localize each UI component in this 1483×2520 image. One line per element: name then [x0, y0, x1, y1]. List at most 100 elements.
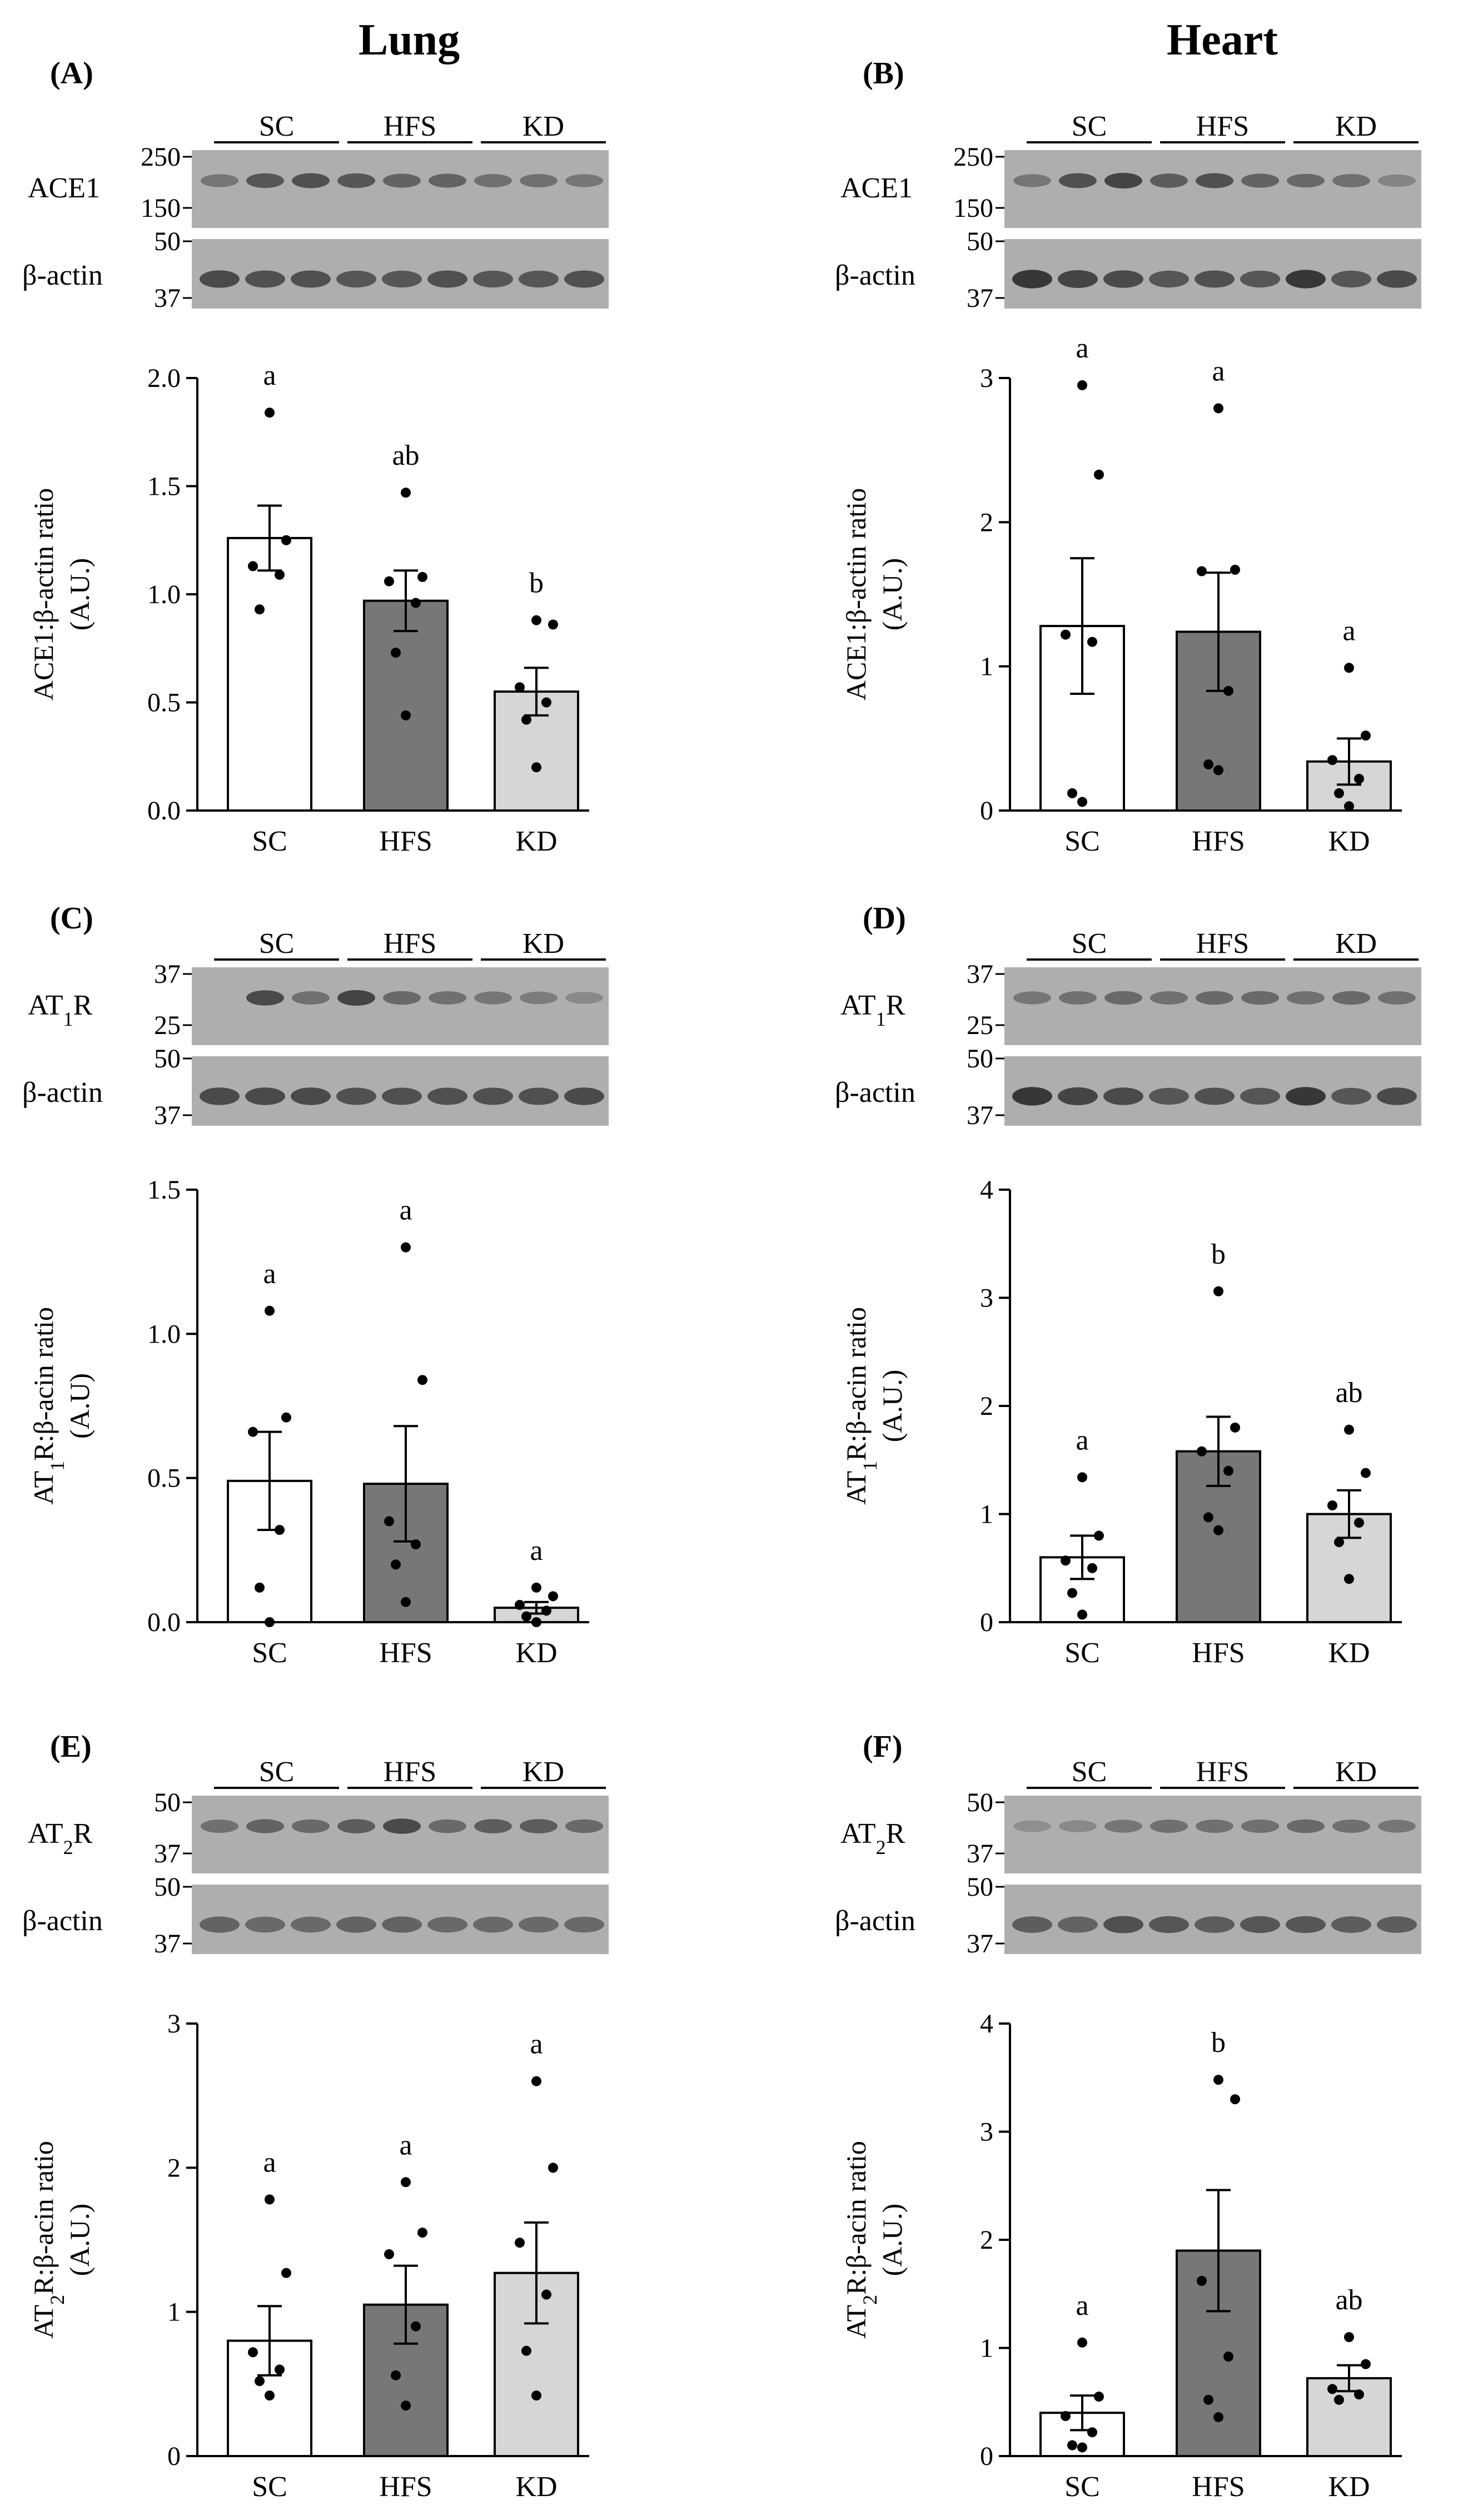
x-tick-label: HFS: [379, 2471, 432, 2503]
y-tick-label: 1: [167, 2298, 181, 2327]
significance-letter: ab: [1335, 2284, 1362, 2316]
protein-label: ACE1: [840, 172, 913, 204]
data-point: [1077, 797, 1087, 807]
actin-band: [291, 270, 331, 288]
data-point: [265, 1617, 275, 1627]
data-point: [1213, 1286, 1223, 1296]
target-band: [383, 173, 421, 188]
actin-band: [564, 1916, 604, 1933]
loading-control-label: β-actin: [22, 260, 103, 291]
y-tick-label: 2: [980, 1391, 993, 1421]
data-point: [515, 2238, 525, 2248]
x-tick-label: SC: [1064, 1637, 1100, 1669]
y-tick-label: 0.5: [147, 1464, 181, 1493]
data-point: [1230, 2094, 1240, 2105]
y-axis-unit: (A.U.): [877, 2204, 908, 2277]
target-band: [474, 174, 512, 187]
target-band: [1104, 991, 1142, 1005]
data-point: [265, 1305, 275, 1316]
target-blot: [1004, 967, 1421, 1045]
target-band: [1287, 173, 1325, 188]
y-tick-label: 0: [980, 2442, 993, 2471]
actin-band: [427, 1087, 467, 1105]
actin-band: [1149, 1916, 1189, 1934]
actin-band: [1286, 270, 1326, 289]
x-tick-label: HFS: [1192, 2471, 1245, 2503]
bar-sc: [227, 1479, 312, 1623]
y-axis-label: AT2R:β-acin ratio: [28, 2141, 68, 2339]
data-point: [1077, 1609, 1087, 1620]
y-tick-label: 1.5: [147, 472, 181, 501]
significance-letter: a: [399, 2129, 412, 2161]
x-tick-label: HFS: [1192, 826, 1245, 857]
target-band: [1104, 1820, 1142, 1833]
data-point: [548, 2163, 558, 2173]
marker-label: 37: [154, 960, 181, 989]
actin-band: [382, 270, 422, 288]
x-tick-label: SC: [1064, 2471, 1100, 2503]
y-tick-label: 0.0: [147, 1608, 181, 1637]
x-tick-label: SC: [252, 826, 287, 857]
target-band: [1378, 174, 1416, 187]
actin-band: [1286, 1916, 1326, 1934]
target-band: [520, 991, 558, 1005]
data-point: [1061, 2411, 1071, 2422]
actin-band: [1195, 270, 1235, 288]
target-band: [1332, 991, 1370, 1005]
actin-band: [1240, 270, 1280, 288]
blot-group-label: SC: [259, 928, 295, 960]
loading-control-label: β-actin: [835, 1077, 915, 1109]
actin-band: [336, 270, 376, 288]
marker-label: 37: [967, 1929, 993, 1959]
y-tick-label: 0: [980, 1608, 993, 1637]
target-band: [1013, 991, 1051, 1005]
marker-label: 250: [141, 142, 181, 172]
actin-band: [1058, 270, 1098, 289]
target-band: [1332, 1820, 1370, 1833]
target-band: [337, 1819, 375, 1833]
data-point: [417, 1375, 427, 1385]
data-point: [1354, 2389, 1364, 2400]
blot-group-label: KD: [1335, 928, 1377, 960]
y-axis-unit: (A.U.): [877, 558, 908, 631]
data-point: [384, 1516, 394, 1527]
data-point: [1361, 730, 1371, 741]
actin-band: [1195, 1916, 1235, 1933]
blot-group-label: HFS: [384, 1756, 436, 1788]
data-point: [1344, 2332, 1354, 2343]
data-point: [411, 1539, 421, 1549]
blot-group-label: HFS: [384, 928, 436, 960]
target-band: [1150, 173, 1188, 188]
data-point: [255, 604, 265, 615]
actin-band: [1331, 270, 1371, 288]
data-point: [391, 2370, 401, 2380]
marker-label: 37: [967, 960, 993, 989]
target-blot: [192, 150, 609, 228]
panel-label: (D): [863, 901, 906, 936]
y-tick-label: 1.0: [147, 1319, 181, 1349]
data-point: [1213, 2075, 1223, 2085]
y-tick-label: 2: [980, 508, 993, 537]
target-band: [292, 1819, 330, 1833]
significance-letter: a: [399, 1195, 412, 1226]
data-point: [275, 569, 285, 580]
data-point: [1223, 1465, 1233, 1476]
actin-band: [245, 270, 285, 288]
target-blot: [192, 967, 609, 1045]
protein-label: AT1R: [840, 990, 905, 1030]
y-axis-label: AT1R:β-acin ratio: [840, 1307, 881, 1505]
data-point: [531, 1582, 541, 1593]
marker-label: 150: [953, 193, 993, 223]
y-axis-label: ACE1:β-actin ratio: [28, 488, 59, 700]
target-band: [1241, 173, 1279, 188]
data-point: [1361, 2359, 1371, 2369]
data-point: [1094, 2392, 1104, 2402]
significance-letter: a: [1076, 2290, 1088, 2322]
blot-group-label: SC: [259, 1756, 295, 1788]
data-point: [531, 2390, 541, 2401]
actin-band: [291, 1087, 331, 1105]
y-tick-label: 1: [980, 2334, 993, 2363]
blot-group-label: KD: [522, 111, 564, 142]
target-band: [1241, 1820, 1279, 1833]
panel-c: (C) SC HFS KD 37 25 AT1R 50 37 β-actin 0.0 0.5 1.0 1.…: [22, 901, 609, 1669]
